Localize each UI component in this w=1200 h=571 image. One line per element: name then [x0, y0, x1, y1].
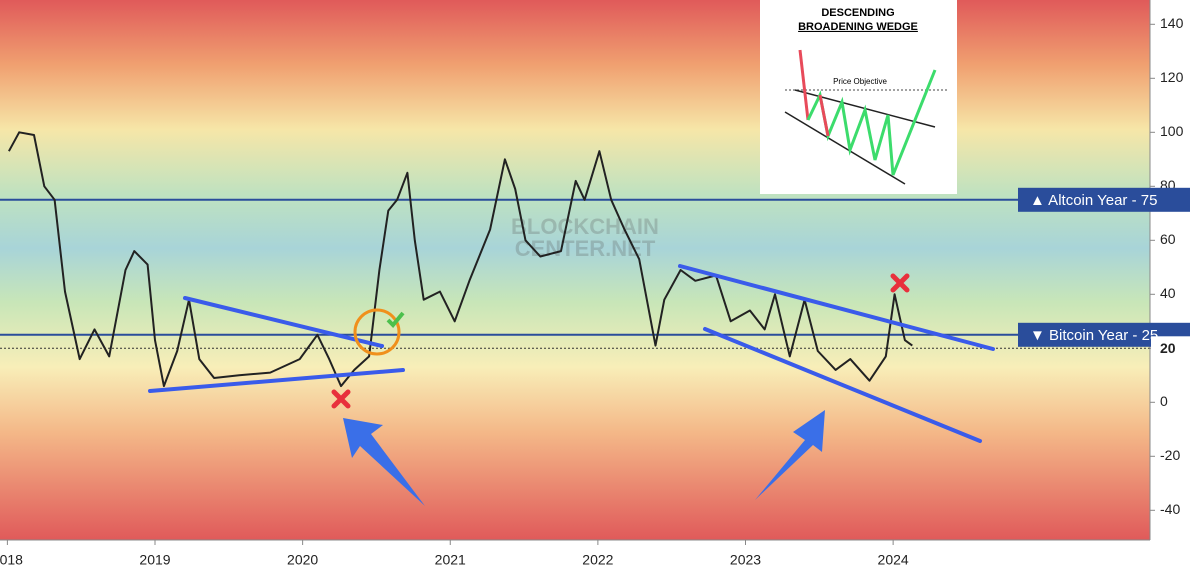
cross-mark — [331, 389, 351, 409]
watermark: BLOCKCHAIN CENTER.NET — [511, 214, 659, 261]
y-tick-label: 100 — [1160, 123, 1184, 139]
inset-leg — [818, 94, 830, 137]
x-tick-label: 2018 — [0, 552, 23, 568]
y-tick-label: 0 — [1160, 393, 1168, 409]
series — [8, 131, 913, 388]
grid — [0, 198, 1150, 349]
x-tick-label: 2021 — [435, 552, 466, 568]
x-tick-label: 2024 — [878, 552, 909, 568]
y-tick-label: -20 — [1160, 447, 1180, 463]
x-tick-label: 2022 — [582, 552, 613, 568]
inset-title: DESCENDING — [821, 7, 894, 19]
highlight-circle — [353, 308, 401, 356]
inset-label: Price Objective — [833, 77, 887, 86]
reference-label: ▲ Altcoin Year - 75 — [1030, 192, 1157, 209]
inset: DESCENDING BROADENING WEDGE Price Object… — [760, 0, 957, 194]
x-tick-label: 2020 — [287, 552, 318, 568]
watermark-line: CENTER.NET — [515, 236, 656, 261]
arrow — [343, 418, 425, 506]
cross-mark — [890, 273, 910, 293]
current-value-label: 20 — [1160, 340, 1176, 356]
y-tick-label: 40 — [1160, 285, 1176, 301]
trendline — [148, 368, 405, 393]
inset-title: BROADENING WEDGE — [798, 21, 918, 33]
check-mark — [386, 311, 405, 328]
annotations — [331, 273, 910, 506]
trendline — [678, 264, 995, 351]
inset-leg — [798, 49, 810, 121]
reference-badge — [1018, 187, 1190, 212]
trendlines — [148, 264, 995, 443]
y-tick-label: 140 — [1160, 15, 1184, 31]
trendline — [183, 296, 384, 348]
inset-line — [784, 111, 906, 185]
reference-label: ▼ Bitcoin Year - 25 — [1030, 327, 1158, 344]
y-tick-label: 60 — [1160, 231, 1176, 247]
watermark-line: BLOCKCHAIN — [511, 214, 659, 239]
index-line — [8, 131, 913, 388]
trendline — [703, 327, 982, 443]
x-tick-label: 2023 — [730, 552, 761, 568]
y-tick-label: 120 — [1160, 69, 1184, 85]
arrow — [755, 410, 825, 500]
plot-background — [0, 0, 1150, 540]
x-tick-label: 2019 — [139, 552, 170, 568]
current-value-badge — [1151, 336, 1196, 361]
y-tick-label: -40 — [1160, 501, 1180, 517]
